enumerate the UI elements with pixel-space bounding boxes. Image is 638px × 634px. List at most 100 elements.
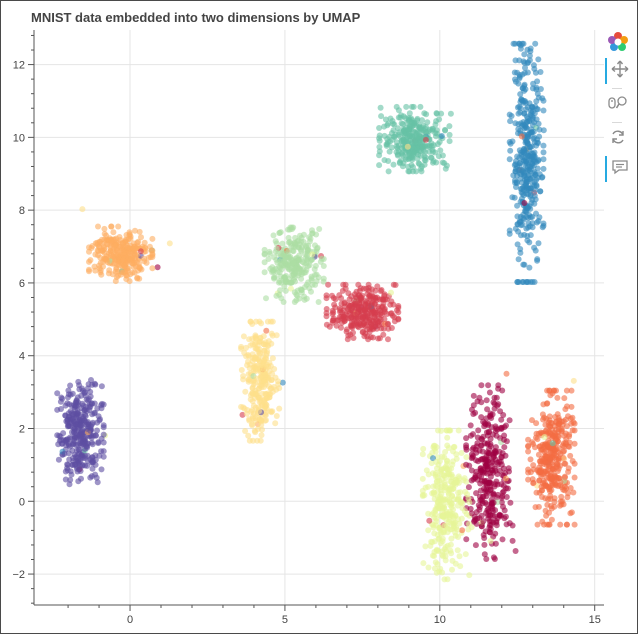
scatter-point	[74, 407, 81, 414]
scatter-point	[466, 521, 472, 527]
scatter-point	[91, 263, 98, 270]
scatter-point	[520, 261, 527, 268]
scatter-point	[114, 247, 121, 254]
scatter-point	[492, 481, 499, 488]
scatter-point	[166, 240, 173, 247]
scatter-point	[411, 145, 418, 152]
scatter-point	[141, 239, 148, 246]
scatter-point	[475, 427, 482, 434]
scatter-point	[313, 248, 320, 255]
scatter-point	[313, 231, 320, 238]
scatter-point	[442, 481, 449, 488]
scatter-point	[531, 279, 538, 285]
scatter-point	[491, 405, 498, 412]
scatter-point	[423, 467, 430, 474]
scatter-point	[306, 238, 313, 245]
scatter-point	[429, 125, 436, 132]
scatter-point	[527, 456, 534, 463]
scatter-point	[240, 333, 247, 340]
scatter-point	[273, 245, 280, 252]
scatter-point	[558, 493, 565, 500]
scatter-point	[377, 104, 384, 111]
scatter-point	[540, 456, 547, 462]
scatter-point	[86, 244, 92, 251]
scatter-point	[341, 317, 348, 324]
scatter-point	[431, 565, 438, 572]
scatter-point	[498, 426, 505, 432]
scatter-point	[263, 327, 270, 334]
scatter-point	[121, 249, 127, 256]
scatter-point	[73, 421, 80, 428]
scatter-point	[395, 107, 402, 114]
scatter-point	[406, 168, 413, 175]
scatter-point	[530, 62, 537, 69]
scatter-point	[378, 113, 385, 120]
scatter-point	[247, 361, 254, 368]
scatter-point	[535, 240, 542, 247]
scatter-point	[447, 110, 454, 117]
scatter-point	[456, 553, 463, 560]
scatter-point	[398, 138, 405, 145]
scatter-point	[520, 166, 527, 173]
scatter-point	[486, 450, 493, 457]
scatter-point	[457, 563, 464, 570]
scatter-point	[423, 124, 429, 131]
scatter-point	[350, 297, 357, 304]
scatter-point	[515, 121, 522, 128]
scatter-point	[388, 289, 394, 296]
scatter-point	[522, 64, 528, 71]
scatter-point	[529, 153, 536, 160]
scatter-point	[446, 123, 453, 130]
scatter-point	[514, 104, 521, 111]
scatter-point	[132, 227, 138, 234]
scatter-point	[286, 276, 293, 283]
scatter-point	[436, 116, 443, 123]
scatter-point	[432, 121, 439, 128]
wheel-zoom-tool-button[interactable]	[605, 92, 631, 118]
pan-tool-button[interactable]	[605, 58, 633, 84]
scatter-point	[330, 309, 337, 316]
scatter-point	[539, 224, 546, 231]
scatter-point	[68, 410, 75, 417]
scatter-point	[448, 550, 455, 557]
scatter-point	[534, 174, 541, 181]
scatter-point	[377, 288, 384, 294]
scatter-point	[471, 517, 478, 524]
scatter-point	[496, 448, 503, 455]
scatter-point	[98, 466, 105, 473]
scatter-point	[81, 417, 88, 424]
scatter-point	[255, 414, 262, 421]
scatter-point	[359, 314, 366, 321]
scatter-point	[530, 479, 537, 486]
scatter-point	[449, 492, 456, 499]
scatter-point	[349, 319, 355, 325]
scatter-point	[541, 483, 548, 489]
scatter-point	[485, 429, 492, 436]
scatter-point	[433, 473, 440, 480]
scatter-point	[134, 243, 141, 250]
hover-tool-button[interactable]	[605, 156, 633, 182]
scatter-point	[478, 414, 485, 421]
scatter-point	[105, 270, 112, 277]
scatter-point	[431, 553, 438, 559]
scatter-point	[514, 279, 521, 285]
reset-tool-button[interactable]	[605, 126, 631, 152]
scatter-point	[524, 46, 531, 53]
scatter-point	[123, 276, 130, 283]
scatter-point	[454, 547, 461, 554]
scatter-point	[537, 69, 544, 75]
scatter-point	[103, 232, 110, 239]
bokeh-logo-icon[interactable]	[605, 29, 631, 55]
scatter-point	[110, 229, 117, 236]
scatter-point	[463, 461, 470, 468]
scatter-point	[540, 127, 547, 134]
scatter-point	[260, 333, 267, 340]
scatter-point	[498, 512, 505, 519]
scatter-point	[547, 488, 553, 495]
scatter-point	[445, 445, 452, 451]
scatter-point	[499, 493, 506, 500]
scatter-point	[67, 415, 74, 422]
scatter-point	[149, 235, 156, 242]
scatter-point	[535, 140, 542, 146]
